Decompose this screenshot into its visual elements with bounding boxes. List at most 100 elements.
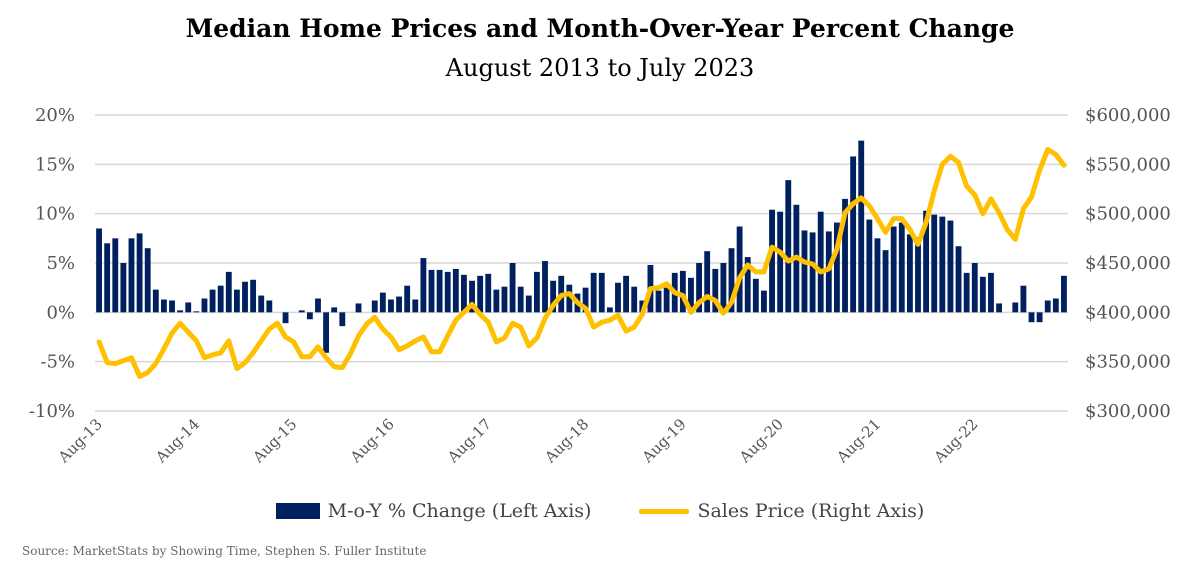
bar: [623, 275, 630, 313]
bar: [209, 289, 216, 313]
bar: [169, 300, 175, 313]
bar: [217, 285, 224, 313]
bar: [704, 251, 711, 313]
sales-price-line: [96, 147, 1067, 379]
x-axis-tick-label: Aug-19: [638, 415, 690, 467]
bar: [533, 271, 540, 313]
bar: [225, 271, 232, 313]
chart-plot: -10% -5% 0% 5% 10% 15% 20% $300,000 $350,000 $400…: [29, 105, 1171, 467]
bar: [1044, 300, 1051, 313]
x-axis-tick-label: Aug-16: [346, 415, 398, 467]
bar: [436, 269, 443, 313]
bar: [258, 295, 265, 313]
bar: [785, 180, 792, 313]
bar: [542, 261, 548, 313]
chart-subtitle: August 2013 to July 2023: [445, 54, 755, 82]
bar: [501, 286, 508, 313]
bar: [582, 287, 589, 313]
x-axis-tick-label: Aug-18: [541, 415, 593, 467]
bar: [1028, 312, 1035, 323]
bar: [606, 307, 613, 313]
bar: [720, 263, 727, 313]
left-axis-tick-label: 15%: [35, 154, 75, 175]
bar: [371, 300, 378, 313]
bar: [842, 198, 848, 313]
left-axis-tick-label: 20%: [35, 105, 75, 126]
bar: [185, 302, 192, 313]
left-axis-tick-label: 5%: [46, 253, 75, 274]
bar: [477, 275, 484, 313]
bar: [615, 282, 621, 313]
bar: [242, 281, 248, 313]
bar: [898, 222, 905, 313]
bar: [744, 257, 751, 313]
bar: [298, 310, 305, 313]
x-axis-tick-label: Aug-14: [151, 415, 203, 467]
bar: [355, 303, 362, 313]
bar: [679, 270, 686, 313]
bar: [769, 209, 775, 313]
right-axis-tick-label: $450,000: [1085, 253, 1171, 274]
left-axis-tick-label: -5%: [40, 352, 75, 373]
right-axis-tick-label: $600,000: [1085, 105, 1171, 126]
bar: [712, 268, 719, 313]
bar: [152, 289, 159, 313]
bar: [420, 258, 427, 313]
legend-line-label: Sales Price (Right Axis): [697, 500, 925, 522]
bar: [396, 296, 402, 313]
bar: [874, 238, 881, 313]
bar: [825, 231, 832, 313]
bar: [1012, 302, 1019, 313]
right-axis-tick-label: $300,000: [1085, 401, 1171, 422]
bar: [517, 286, 524, 313]
right-axis-tick-label: $550,000: [1085, 154, 1171, 175]
left-axis-tick-label: -10%: [29, 401, 75, 422]
left-axis-tick-label: 0%: [46, 302, 75, 323]
bar: [996, 303, 1002, 313]
bar: [817, 211, 824, 313]
source-note: Source: MarketStats by Showing Time, Ste…: [22, 544, 427, 558]
chart-title: Median Home Prices and Month-Over-Year P…: [185, 14, 1015, 43]
bar: [193, 311, 200, 313]
bar: [1036, 312, 1043, 323]
bar: [866, 219, 873, 313]
x-axis-tick-label: Aug-13: [54, 415, 106, 467]
bar: [598, 272, 605, 313]
bar: [890, 226, 897, 313]
bar: [379, 292, 386, 313]
x-axis-tick-label: Aug-20: [735, 415, 787, 467]
bar: [315, 298, 321, 313]
bar: [412, 299, 419, 313]
bar: [104, 243, 111, 313]
bar: [120, 263, 127, 313]
bar: [428, 269, 435, 313]
bar: [955, 246, 962, 313]
x-axis-tick-label: Aug-17: [443, 415, 495, 467]
bar: [331, 307, 338, 313]
bar: [388, 299, 394, 313]
bar: [858, 140, 865, 313]
bar: [566, 284, 573, 313]
x-axis-tick-label: Aug-21: [832, 415, 884, 467]
bar: [915, 237, 921, 313]
legend-item-line: Sales Price (Right Axis): [639, 500, 924, 522]
bar: [655, 290, 662, 313]
right-axis-tick-label: $400,000: [1085, 302, 1171, 323]
bar: [136, 233, 143, 313]
bar: [233, 289, 240, 313]
bar: [947, 220, 954, 313]
bar: [282, 312, 289, 324]
legend-line-swatch: [639, 508, 690, 514]
bar: [979, 276, 986, 313]
bar: [144, 248, 151, 313]
bar: [550, 280, 557, 313]
bar: [882, 250, 889, 313]
bar: [1020, 285, 1027, 313]
x-axis-tick-label: Aug-15: [249, 415, 301, 467]
legend-bar-swatch: [275, 503, 320, 519]
x-axis-tick-label: Aug-22: [930, 415, 982, 467]
bar: [923, 210, 930, 313]
legend-bar-label: M-o-Y % Change (Left Axis): [327, 500, 592, 522]
bar: [128, 238, 135, 313]
bar: [201, 298, 208, 313]
